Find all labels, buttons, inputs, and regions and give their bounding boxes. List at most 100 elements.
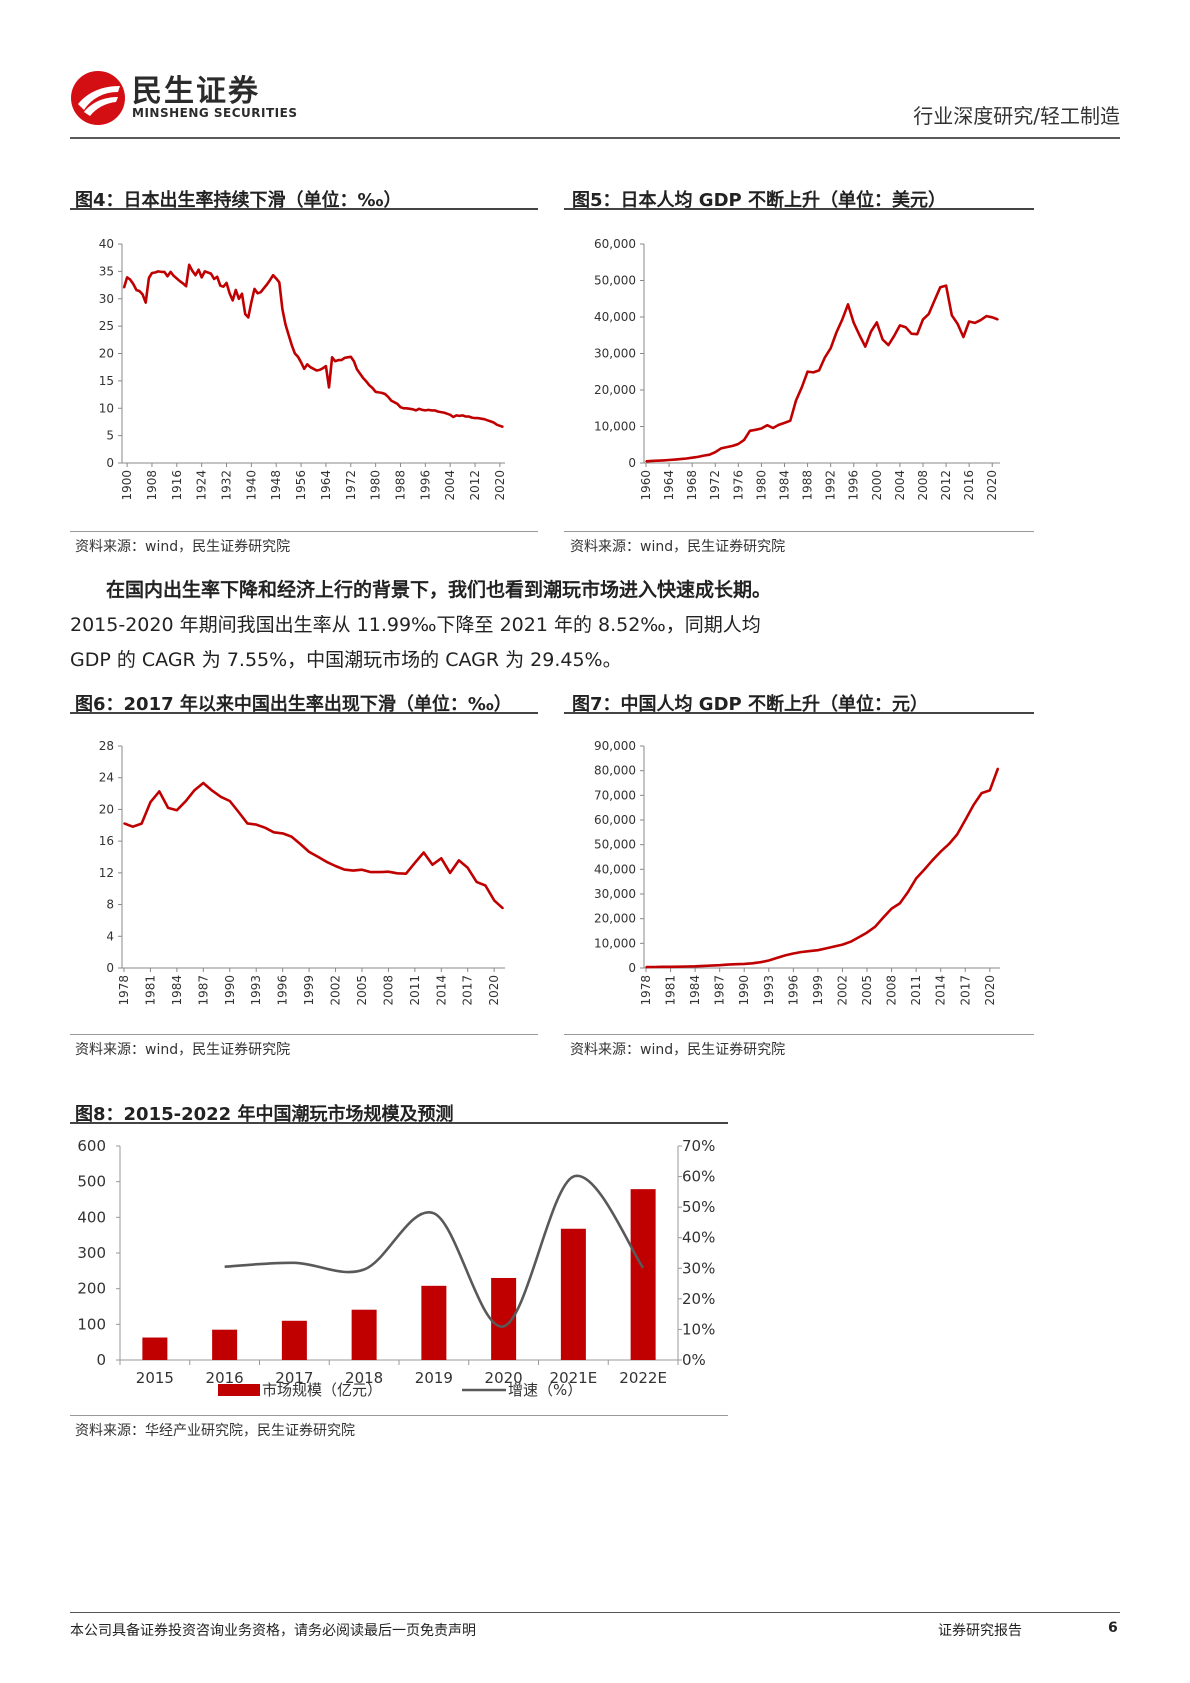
fig4-data-point <box>269 279 271 281</box>
fig4-data-point <box>235 289 237 291</box>
fig7-data-point <box>841 943 844 946</box>
fig4-data-point <box>409 407 411 410</box>
fig7-data-point <box>964 819 967 821</box>
fig5-data-point <box>829 347 832 349</box>
fig8-bar <box>560 1228 586 1360</box>
fig7-x-tick-label: 2014 <box>934 975 948 1006</box>
fig5-data-point <box>662 459 665 462</box>
fig7-data-point <box>669 965 672 968</box>
fig7-data-point <box>776 957 778 959</box>
fig5-data-point <box>668 459 670 461</box>
fig4-data-point <box>228 292 231 295</box>
fig8-title-rule <box>70 1122 728 1124</box>
fig6-y-tick-label: 20 <box>99 802 114 816</box>
fig7-data-point <box>997 767 999 770</box>
fig6-data-point <box>317 855 319 858</box>
fig4-x-tick-label: 2004 <box>443 470 457 501</box>
logo-text-cn: 民生证券 <box>132 74 260 109</box>
fig4-data-point <box>405 407 408 410</box>
fig7-data-point <box>735 963 737 966</box>
fig6-data-point <box>449 872 451 874</box>
fig4-data-point <box>182 282 184 285</box>
fig6-x-tick-label: 2005 <box>355 975 369 1006</box>
fig8-x-tick-label: 2017 <box>275 1369 313 1387</box>
fig5-title-rule <box>564 208 1034 210</box>
fig4-data-point <box>477 417 479 419</box>
fig4-data-point <box>200 276 203 279</box>
fig8-x-tick-label: 2019 <box>415 1369 453 1387</box>
fig7-data-point <box>661 966 664 968</box>
fig4-y-tick-label: 40 <box>99 237 114 251</box>
fig5-data-point <box>835 331 838 334</box>
fig6-data-point <box>228 800 231 802</box>
fig6-x-tick-label: 2002 <box>329 975 343 1006</box>
fig5-x-tick-label: 1992 <box>824 470 838 501</box>
fig4-data-point <box>461 414 464 417</box>
fig6-data-point <box>246 822 249 825</box>
fig4-y-tick-label: 5 <box>106 429 114 443</box>
fig6-x-tick-label: 2017 <box>461 975 475 1006</box>
fig5-data-point <box>789 419 792 422</box>
fig6-data-point <box>202 782 205 784</box>
fig5-data-point <box>974 322 976 324</box>
fig6-y-tick-label: 8 <box>106 898 114 912</box>
fig5-x-tick-label: 1996 <box>847 470 861 501</box>
fig4-data-point <box>172 274 175 277</box>
fig7-data-point <box>972 804 975 806</box>
fig5-data-point <box>939 286 942 288</box>
fig4-data-point <box>415 409 417 412</box>
fig7-x-tick-label: 1981 <box>664 975 678 1006</box>
fig6-data-point <box>184 800 187 802</box>
fig4-series-line <box>122 263 504 429</box>
fig5-data-point <box>904 326 907 328</box>
fig6-data-point <box>299 843 302 845</box>
fig7-x-tick-label: 1999 <box>811 975 825 1006</box>
fig4-x-tick-label: 1980 <box>369 470 383 501</box>
fig4-data-point <box>390 399 392 402</box>
fig8-y2-tick-label: 50% <box>682 1198 715 1216</box>
fig7-y-tick-label: 0 <box>628 961 636 975</box>
fig7-data-point <box>948 843 950 845</box>
fig5-data-point <box>725 446 728 448</box>
fig4-data-point <box>160 271 163 273</box>
fig5-data-point <box>685 457 688 460</box>
fig7-data-point <box>800 951 803 953</box>
fig4-data-point <box>222 285 225 288</box>
fig4-y-tick-label: 10 <box>99 401 114 415</box>
fig4-data-point <box>374 391 377 393</box>
fig8-bar <box>421 1285 447 1360</box>
fig8-x-tick-label: 2020 <box>485 1369 523 1387</box>
fig7-data-point <box>923 868 926 871</box>
fig5-data-point <box>743 439 745 441</box>
fig4-data-point <box>356 368 358 371</box>
fig7-chart: 0 10,000 20,000 30,000 40,000 50,000 60,000 70,… <box>594 739 1000 1006</box>
fig5-data-point <box>812 371 815 374</box>
fig7-x-tick-label: 2005 <box>860 975 874 1006</box>
fig5-data-point <box>720 447 722 450</box>
fig4-data-point <box>471 416 473 419</box>
fig6-data-point <box>396 872 399 875</box>
fig6-x-tick-label: 1993 <box>249 975 263 1006</box>
fig4-data-point <box>123 287 125 289</box>
fig5-data-point <box>841 318 843 321</box>
body-paragraph: 在国内出生率下降和经济上行的背景下，我们也看到潮玩市场进入快速成长期。 2015-… <box>70 573 790 678</box>
fig6-y-tick-label: 12 <box>99 866 114 880</box>
fig7-source: 资料来源：wind，民生证券研究院 <box>570 1042 786 1058</box>
fig4-data-point <box>399 406 402 408</box>
fig6-x-tick-label: 1978 <box>117 975 131 1006</box>
fig8-y-tick-label: 600 <box>77 1137 106 1155</box>
fig7-data-point <box>939 850 942 853</box>
fig5-data-point <box>754 428 757 431</box>
fig4-x-tick-label: 1900 <box>120 470 134 501</box>
body-rest: 2015-2020 年期间我国出生率从 11.99‰下降至 2021 年的 8.… <box>70 614 761 671</box>
fig4-data-point <box>328 386 330 389</box>
fig5-data-point <box>806 370 809 373</box>
fig4-data-point <box>179 280 181 283</box>
fig5-x-tick-label: 2016 <box>962 470 976 501</box>
fig6-data-point <box>264 826 266 829</box>
fig4-data-point <box>194 274 197 277</box>
fig4-data-point <box>144 301 147 304</box>
fig4-data-point <box>231 299 234 302</box>
fig6-data-point <box>440 857 443 860</box>
fig7-data-point <box>743 963 746 965</box>
